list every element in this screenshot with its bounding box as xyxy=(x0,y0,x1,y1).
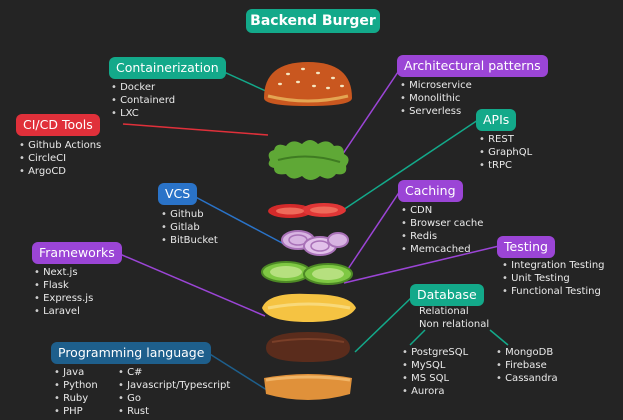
vcs-label: VCS xyxy=(158,183,198,205)
database-type-nonrelational: Non relational xyxy=(419,319,490,330)
apis-label: APIs xyxy=(476,109,517,131)
list-item: Flask xyxy=(34,279,93,292)
list-item: Ruby xyxy=(54,392,98,405)
list-item: Integration Testing xyxy=(502,259,604,272)
list-item: Unit Testing xyxy=(502,272,605,285)
list-item: MS SQL xyxy=(402,372,468,385)
architectural-list: Microservice Monolithic Serverless xyxy=(400,79,472,118)
connector-frameworks xyxy=(114,251,266,317)
connector-database xyxy=(354,296,413,353)
list-item: Next.js xyxy=(34,266,93,279)
list-item: Python xyxy=(54,379,98,392)
list-item: Redis xyxy=(401,230,483,243)
list-item: Monolithic xyxy=(400,92,472,105)
programming-language-label: Programming language xyxy=(51,342,212,364)
tomato-icon xyxy=(268,203,346,218)
patty-icon xyxy=(266,332,350,362)
list-item: Cassandra xyxy=(496,372,558,385)
list-item: Docker xyxy=(111,81,175,94)
list-item: Rust xyxy=(118,405,230,418)
list-item: GraphQL xyxy=(479,146,532,159)
containerization-list: Docker Containerd LXC xyxy=(111,81,175,120)
connector-db-nonrelational xyxy=(489,329,509,346)
list-item: Java xyxy=(54,366,98,379)
list-item: PHP xyxy=(54,405,98,418)
testing-list: Integration Testing Unit Testing Functio… xyxy=(502,259,605,298)
list-item: Containerd xyxy=(111,94,175,107)
cucumber-icon xyxy=(261,261,353,285)
vcs-list: Github Gitlab BitBucket xyxy=(161,208,218,247)
top-bun-icon xyxy=(264,62,352,106)
list-item: tRPC xyxy=(479,159,532,172)
list-item: Gitlab xyxy=(161,221,218,234)
database-relational-list: PostgreSQL MySQL MS SQL Aurora xyxy=(402,346,468,398)
list-item: Functional Testing xyxy=(502,285,605,298)
list-item: Express.js xyxy=(34,292,93,305)
list-item: CDN xyxy=(401,204,483,217)
cheese-icon xyxy=(262,293,356,322)
list-item: ArgoCD xyxy=(19,165,101,178)
caching-label: Caching xyxy=(398,180,463,202)
list-item: LXC xyxy=(111,107,175,120)
connector-db-relational xyxy=(409,329,426,346)
list-item: PostgreSQL xyxy=(402,346,468,359)
list-item: Browser cache xyxy=(401,217,483,230)
database-label: Database xyxy=(410,284,484,306)
frameworks-label: Frameworks xyxy=(32,242,122,264)
list-item: Laravel xyxy=(34,305,93,318)
connector-apis xyxy=(339,119,479,213)
caching-list: CDN Browser cache Redis Memcached xyxy=(401,204,483,256)
connector-caching xyxy=(343,190,401,276)
list-item: Github xyxy=(161,208,218,221)
list-item: MongoDB xyxy=(496,346,558,359)
architectural-patterns-label: Architectural patterns xyxy=(397,55,548,77)
apis-list: REST GraphQL tRPC xyxy=(479,133,532,172)
list-item: C# xyxy=(118,366,230,379)
list-item: BitBucket xyxy=(161,234,218,247)
cicd-list: Github Actions CircleCI ArgoCD xyxy=(19,139,101,178)
list-item: Go xyxy=(118,392,230,405)
testing-label: Testing xyxy=(497,236,555,258)
list-item: Javascript/Typescript xyxy=(118,379,230,392)
list-item: Aurora xyxy=(402,385,468,398)
list-item: REST xyxy=(479,133,532,146)
lettuce-icon xyxy=(268,140,349,180)
list-item: Github Actions xyxy=(19,139,101,152)
database-type-relational: Relational xyxy=(419,306,469,317)
list-item: Memcached xyxy=(401,243,483,256)
onion-icon xyxy=(281,230,349,256)
containerization-label: Containerization xyxy=(109,57,226,79)
list-item: Firebase xyxy=(496,359,558,372)
connector-vcs xyxy=(187,192,285,245)
frameworks-list: Next.js Flask Express.js Laravel xyxy=(34,266,93,318)
burger-stack xyxy=(261,62,356,400)
cicd-label: CI/CD Tools xyxy=(16,114,100,136)
list-item: Serverless xyxy=(400,105,472,118)
database-nonrelational-list: MongoDB Firebase Cassandra xyxy=(496,346,558,385)
list-item: CircleCI xyxy=(19,152,101,165)
connector-cicd xyxy=(122,123,269,136)
programming-list-col1: Java Python Ruby PHP xyxy=(54,366,98,418)
programming-list-col2: C# Javascript/Typescript Go Rust xyxy=(118,366,230,418)
bottom-bun-icon xyxy=(264,374,352,400)
title-badge: Backend Burger xyxy=(246,9,380,33)
connector-programming xyxy=(204,350,271,393)
list-item: MySQL xyxy=(402,359,468,372)
list-item: Microservice xyxy=(400,79,472,92)
